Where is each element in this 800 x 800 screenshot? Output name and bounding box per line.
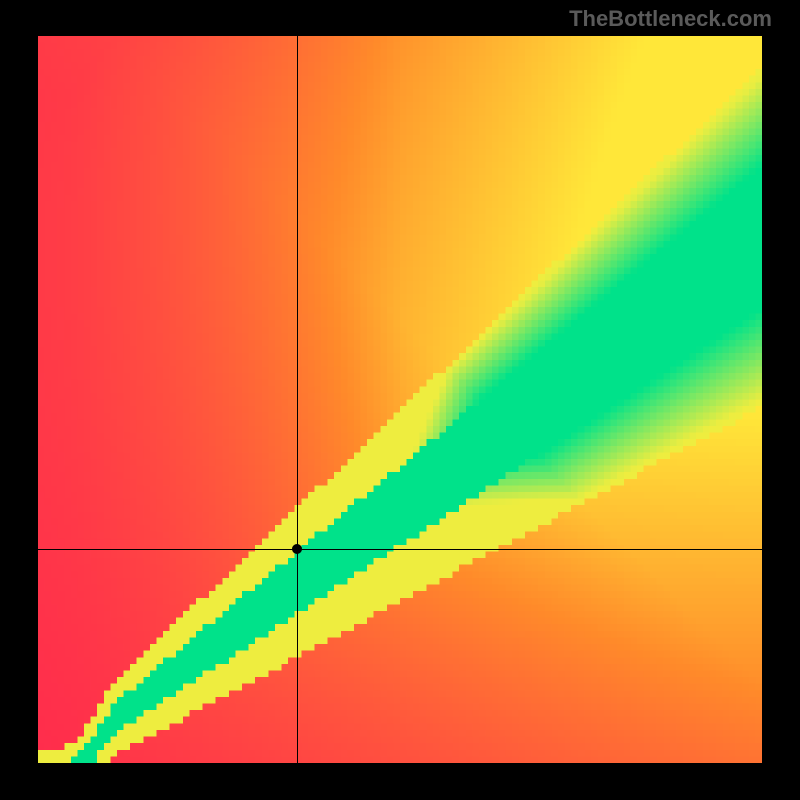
crosshair-horizontal [38, 549, 762, 550]
crosshair-vertical [297, 36, 298, 763]
bottleneck-heatmap [38, 36, 762, 763]
crosshair-marker [292, 544, 302, 554]
watermark-text: TheBottleneck.com [569, 6, 772, 32]
heatmap-canvas [38, 36, 762, 763]
